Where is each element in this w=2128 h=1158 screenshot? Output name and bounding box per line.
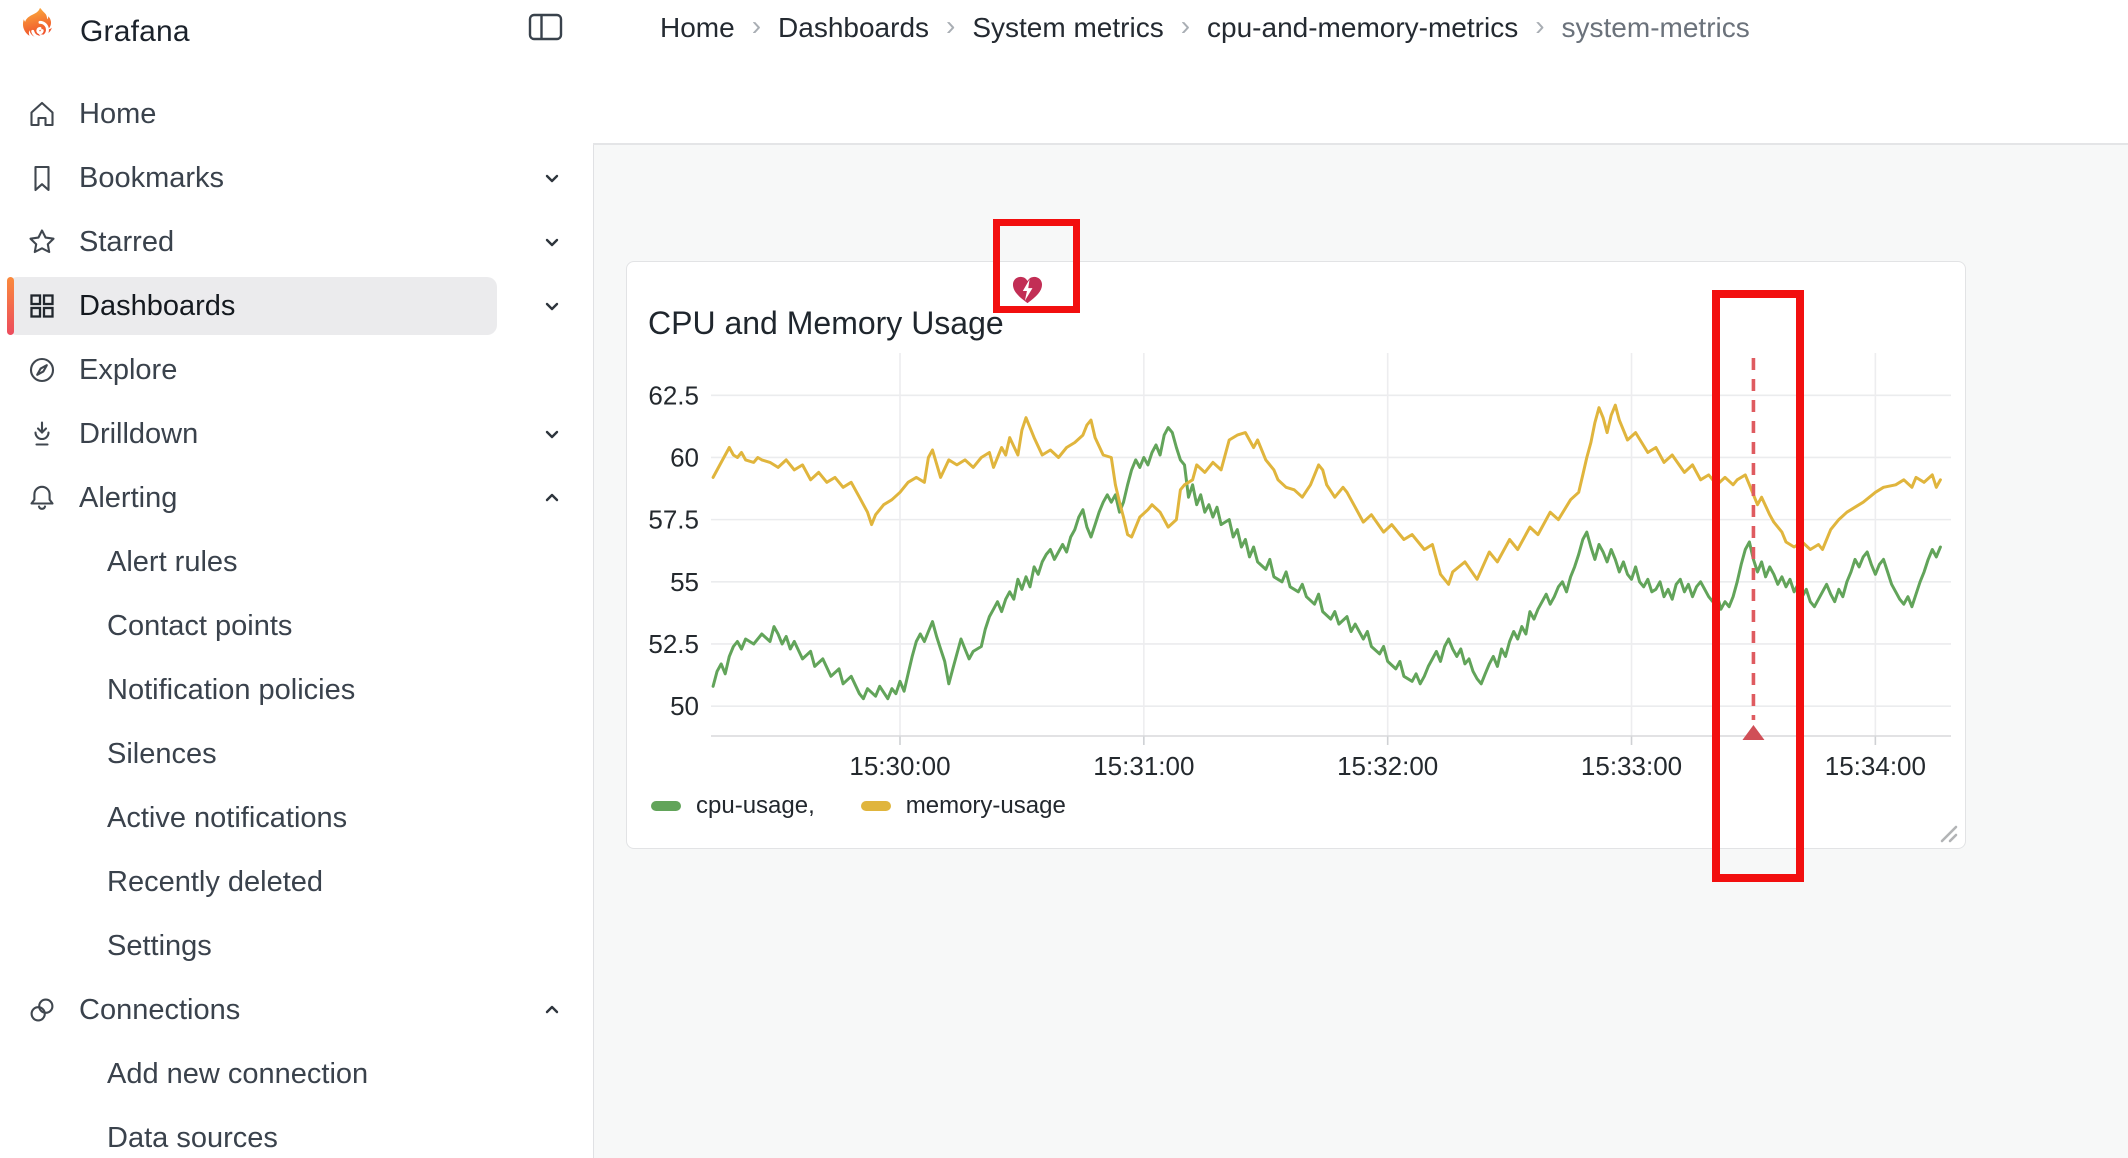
sidebar-item-add-new-connection[interactable]: Add new connection [0, 1042, 593, 1106]
legend-item-cpu-usage[interactable]: cpu-usage, [651, 792, 815, 820]
sidebar-toggle-icon[interactable] [528, 12, 564, 42]
sidebar-item-connections[interactable]: Connections [0, 978, 593, 1042]
link-rings-icon [27, 995, 57, 1025]
sidebar-item-label: Recently deleted [107, 865, 324, 898]
breadcrumb-dashboard-name[interactable]: cpu-and-memory-metrics [1207, 12, 1519, 43]
chevron-right-icon: › [1535, 10, 1545, 41]
breadcrumb-current-page: system-metrics [1561, 12, 1750, 43]
chart-legend: cpu-usage, memory-usage [651, 792, 1066, 820]
brand-title: Grafana [80, 15, 190, 48]
chevron-down-icon[interactable] [542, 424, 562, 444]
panel-title[interactable]: CPU and Memory Usage [648, 304, 1004, 341]
breadcrumb: Home › Dashboards › System metrics › cpu… [660, 8, 1750, 48]
breadcrumb-home[interactable]: Home [660, 12, 735, 43]
sidebar-item-label: Dashboards [79, 289, 236, 322]
sidebar-header: Grafana [0, 0, 593, 68]
breadcrumb-dashboards[interactable]: Dashboards [778, 12, 930, 43]
svg-text:50: 50 [670, 691, 699, 721]
sidebar-nav: Home Bookmarks Starred [0, 82, 593, 1158]
sidebar-item-alert-rules[interactable]: Alert rules [0, 530, 593, 594]
heart-break-icon[interactable] [1009, 275, 1046, 305]
svg-text:15:30:00: 15:30:00 [849, 751, 950, 781]
sidebar-item-data-sources[interactable]: Data sources [0, 1106, 593, 1158]
sidebar-item-label: Drilldown [79, 417, 199, 450]
sidebar-item-label: Starred [79, 225, 175, 258]
sidebar-item-recently-deleted[interactable]: Recently deleted [0, 850, 593, 914]
sidebar-item-label: Home [79, 97, 157, 130]
breadcrumb-system-metrics-folder[interactable]: System metrics [972, 12, 1164, 43]
chevron-down-icon[interactable] [542, 296, 562, 316]
svg-text:15:31:00: 15:31:00 [1093, 751, 1194, 781]
svg-text:55: 55 [670, 567, 699, 597]
sidebar-item-label: Active notifications [107, 801, 348, 834]
svg-text:15:33:00: 15:33:00 [1581, 751, 1682, 781]
chevron-right-icon: › [946, 10, 956, 41]
sidebar-item-label: Explore [79, 353, 178, 386]
svg-text:62.5: 62.5 [648, 380, 699, 410]
svg-text:15:34:00: 15:34:00 [1825, 751, 1926, 781]
sidebar: Grafana Home Bookmarks [0, 0, 594, 1158]
sidebar-item-label: Add new connection [107, 1057, 369, 1090]
sidebar-item-label: Contact points [107, 609, 293, 642]
sidebar-item-label: Silences [107, 737, 217, 770]
home-icon [27, 99, 57, 129]
sidebar-item-label: Alert rules [107, 545, 238, 578]
timeseries-panel[interactable]: 50 52.5 55 57.5 60 62.5 15:30:00 15:31:00 15:32:… [626, 261, 1966, 849]
sidebar-item-label: Notification policies [107, 673, 356, 706]
sidebar-item-silences[interactable]: Silences [0, 722, 593, 786]
drilldown-icon [27, 419, 57, 449]
sidebar-item-home[interactable]: Home [0, 82, 593, 146]
sidebar-item-dashboards[interactable]: Dashboards [0, 274, 593, 338]
top-header-bar: Home › Dashboards › System metrics › cpu… [593, 0, 2128, 145]
svg-text:60: 60 [670, 442, 699, 472]
sidebar-item-explore[interactable]: Explore [0, 338, 593, 402]
sidebar-item-label: Bookmarks [79, 161, 225, 194]
sidebar-item-label: Connections [79, 993, 241, 1026]
sidebar-item-label: Data sources [107, 1121, 278, 1154]
timeseries-chart[interactable]: 50 52.5 55 57.5 60 62.5 15:30:00 15:31:00 15:32:… [627, 262, 1965, 848]
chevron-down-icon[interactable] [542, 232, 562, 252]
svg-text:57.5: 57.5 [648, 505, 699, 535]
svg-text:15:32:00: 15:32:00 [1337, 751, 1438, 781]
sidebar-item-drilldown[interactable]: Drilldown [0, 402, 593, 466]
sidebar-item-bookmarks[interactable]: Bookmarks [0, 146, 593, 210]
sidebar-item-notification-policies[interactable]: Notification policies [0, 658, 593, 722]
sidebar-item-label: Settings [107, 929, 212, 962]
sidebar-item-active-notifications[interactable]: Active notifications [0, 786, 593, 850]
sidebar-item-alerting[interactable]: Alerting [0, 466, 593, 530]
legend-label: cpu-usage, [696, 792, 815, 819]
chevron-up-icon[interactable] [542, 1000, 562, 1020]
bookmark-icon [27, 163, 57, 193]
legend-label: memory-usage [905, 792, 1066, 819]
sidebar-item-label: Alerting [79, 481, 178, 514]
chevron-right-icon: › [751, 10, 762, 41]
dashboards-grid-icon [27, 291, 57, 321]
legend-item-memory-usage[interactable]: memory-usage [860, 792, 1066, 820]
panel-resize-handle[interactable] [1933, 818, 1959, 844]
legend-swatch-cpu [651, 801, 681, 811]
legend-swatch-memory [860, 801, 891, 811]
sidebar-item-starred[interactable]: Starred [0, 210, 593, 274]
sidebar-item-contact-points[interactable]: Contact points [0, 594, 593, 658]
chevron-right-icon: › [1180, 10, 1191, 41]
chevron-down-icon[interactable] [542, 168, 562, 188]
svg-text:52.5: 52.5 [648, 629, 699, 659]
selected-item-accent-bar [7, 277, 14, 335]
bell-icon [27, 483, 57, 513]
star-icon [27, 227, 57, 257]
compass-icon [27, 355, 57, 385]
sidebar-item-settings[interactable]: Settings [0, 914, 593, 978]
grafana-flame-logo-icon[interactable] [19, 7, 61, 49]
selected-item-background [7, 277, 497, 335]
chevron-up-icon[interactable] [542, 488, 562, 508]
